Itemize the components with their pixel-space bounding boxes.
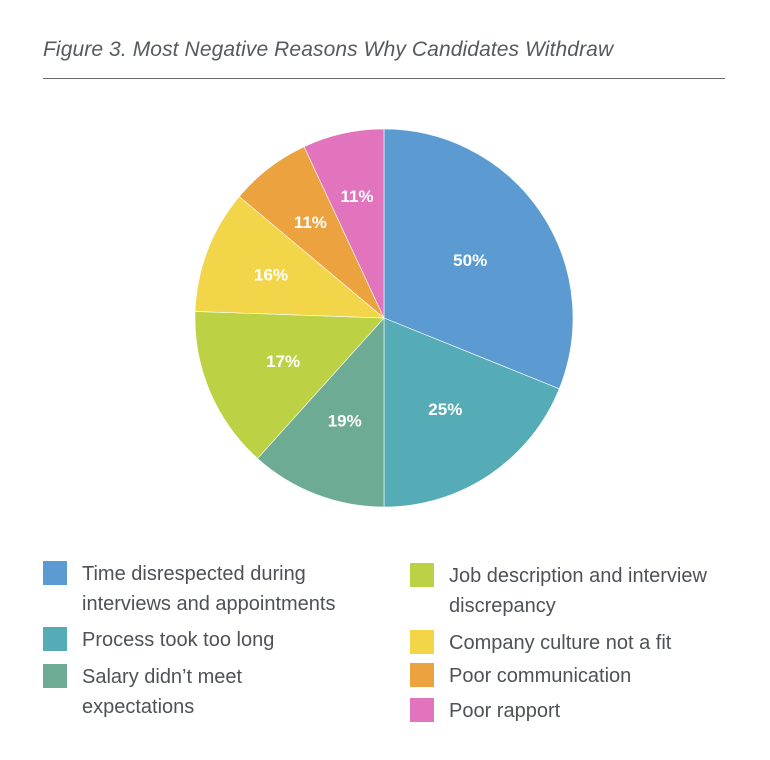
legend-item-poor-communication: Poor communication xyxy=(410,661,750,691)
legend-swatch xyxy=(410,663,434,687)
legend-swatch xyxy=(43,561,67,585)
pie-label-job-description: 17% xyxy=(266,352,300,371)
pie-label-poor-communication: 11% xyxy=(294,213,327,232)
pie-slice-job-description xyxy=(194,311,385,459)
legend-label: Poor communication xyxy=(449,665,632,687)
pie-slice-poor-rapport xyxy=(303,128,385,319)
legend-label: Job description and interview discrepanc… xyxy=(449,565,707,617)
pie-label-time-disrespected: 50% xyxy=(453,251,487,270)
legend-label: Salary didn’t meet expectations xyxy=(82,666,243,718)
legend-item-poor-rapport: Poor rapport xyxy=(410,696,750,726)
pie-slice-process-too-long xyxy=(383,317,560,508)
legend-label: Poor rapport xyxy=(449,700,561,722)
legend-swatch xyxy=(410,630,434,654)
legend-label: Process took too long xyxy=(82,629,275,651)
legend-item-salary: Salary didn’t meet expectations xyxy=(43,662,303,722)
pie-label-process-too-long: 25% xyxy=(428,400,462,419)
legend-item-job-description: Job description and interview discrepanc… xyxy=(410,561,750,621)
legend-swatch xyxy=(410,698,434,722)
pie-label-salary: 19% xyxy=(328,411,362,430)
pie-chart: 50% 25% 19% 17% 16% 11% 11% xyxy=(194,128,574,508)
title-divider xyxy=(43,78,725,79)
legend-item-company-culture: Company culture not a fit xyxy=(410,628,750,658)
legend-swatch xyxy=(43,627,67,651)
legend-swatch xyxy=(410,563,434,587)
legend-label: Company culture not a fit xyxy=(449,632,672,654)
chart-title: Figure 3. Most Negative Reasons Why Cand… xyxy=(43,38,614,61)
pie-slice-company-culture xyxy=(194,196,385,319)
legend-item-time-disrespected: Time disrespected during interviews and … xyxy=(43,559,373,619)
legend-label: Time disrespected during interviews and … xyxy=(82,563,336,615)
legend-swatch xyxy=(43,664,67,688)
pie-label-poor-rapport: 11% xyxy=(340,187,373,206)
legend-item-process-too-long: Process took too long xyxy=(43,625,373,655)
pie-label-company-culture: 16% xyxy=(254,266,288,285)
pie-slice-salary xyxy=(257,317,385,508)
pie-slice-time-disrespected xyxy=(383,128,574,390)
